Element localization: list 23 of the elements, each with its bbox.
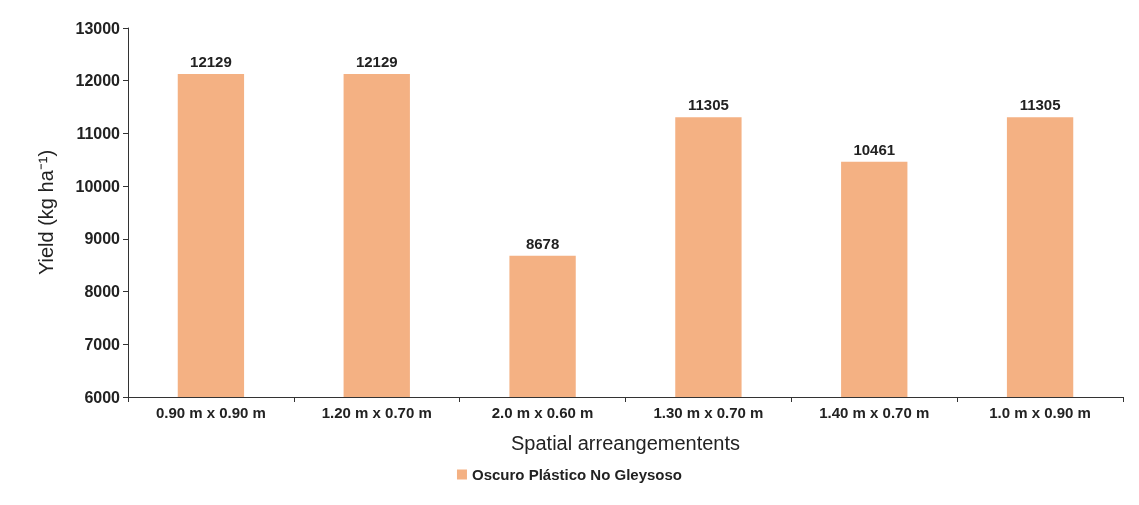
x-tick-label: 1.30 m x 0.70 m (653, 404, 764, 421)
y-tick-label: 13000 (75, 19, 121, 37)
data-label: 10461 (853, 140, 896, 158)
y-tick-label: 11000 (76, 124, 121, 142)
data-label: 12129 (190, 52, 232, 70)
y-axis-title: Yield (kg ha⁻¹) (35, 149, 57, 276)
y-tick-label: 8000 (84, 283, 121, 301)
data-label: 11305 (1019, 96, 1061, 114)
x-tick-label: 0.90 m x 0.90 m (155, 404, 266, 421)
y-tick-label: 9000 (84, 230, 121, 248)
y-tick-label: 7000 (84, 335, 121, 353)
x-tick-label: 2.0 m x 0.60 m (491, 404, 594, 421)
x-tick-label: 1.40 m x 0.70 m (819, 404, 930, 421)
x-axis-title: Spatial arreangementents (510, 432, 741, 454)
data-label: 12129 (355, 52, 398, 70)
x-tick-label: 1.20 m x 0.70 m (321, 404, 432, 421)
x-tick-label: 1.0 m x 0.90 m (989, 404, 1091, 421)
y-tick-label: 10000 (75, 177, 121, 195)
data-label: 8678 (525, 234, 560, 252)
y-tick-label: 6000 (84, 388, 121, 406)
legend-label: Oscuro Plástico No Gleysoso (471, 466, 683, 483)
y-tick-label: 12000 (75, 72, 121, 90)
data-label: 11305 (687, 96, 729, 114)
